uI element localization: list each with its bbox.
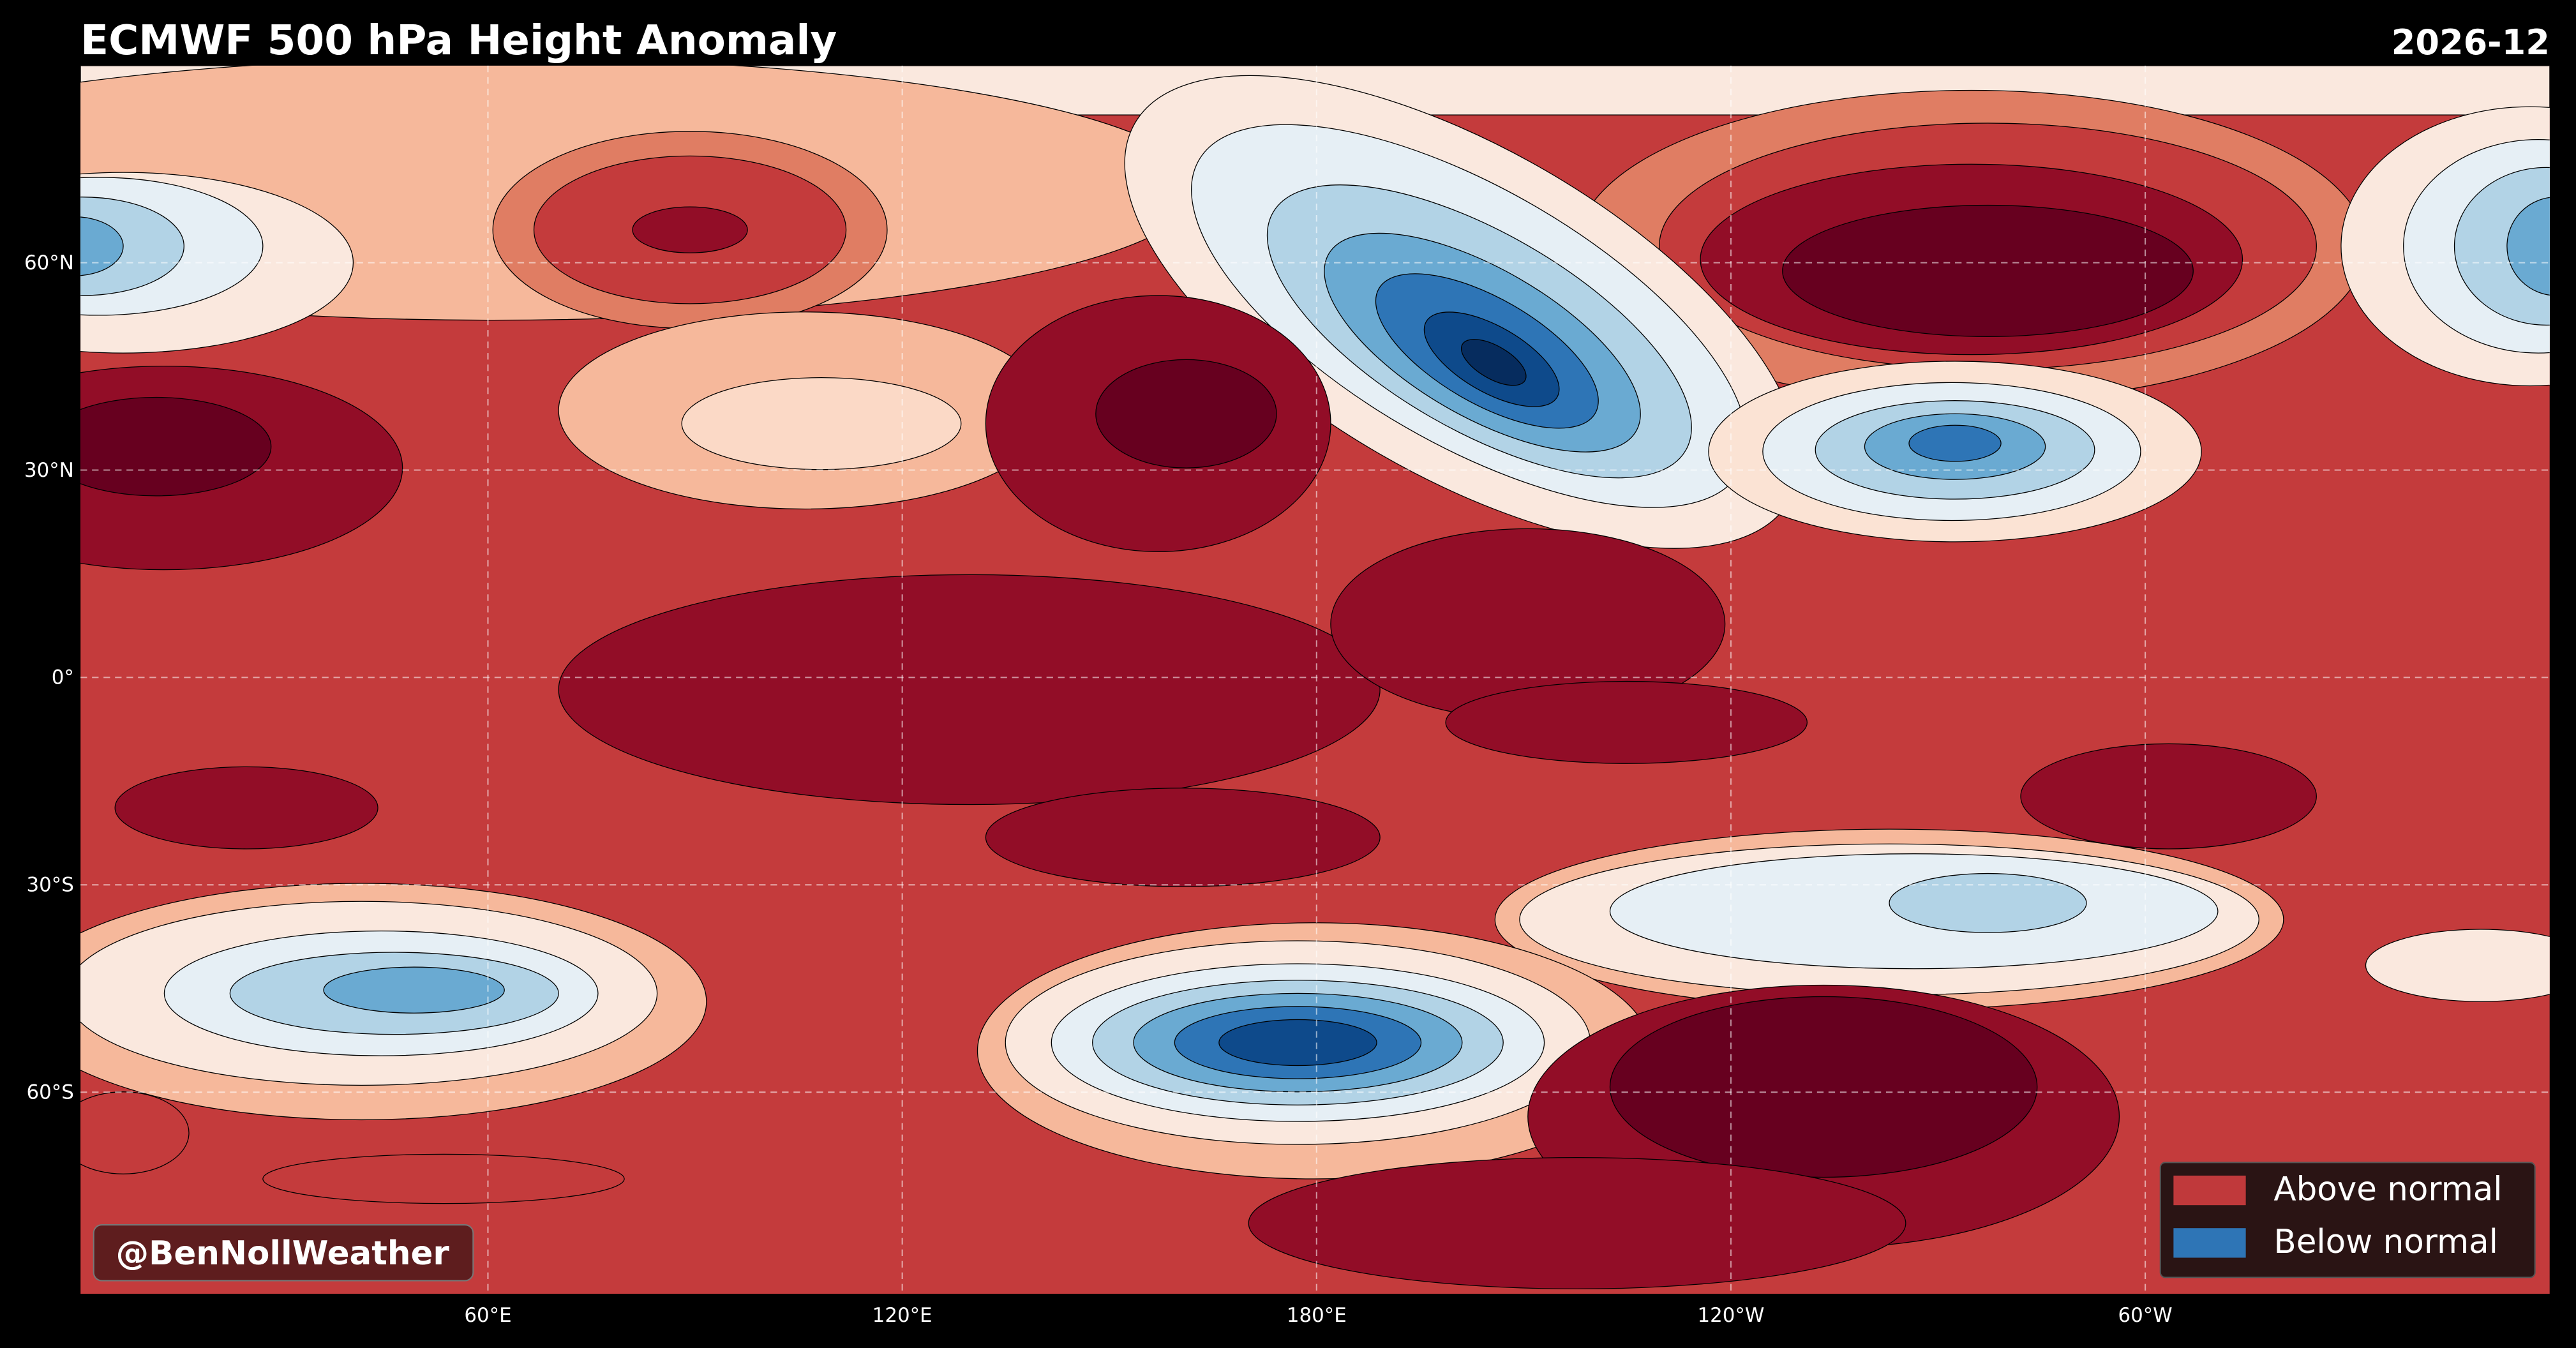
contour	[80, 1091, 190, 1174]
lat-label: 60°S	[27, 1081, 74, 1104]
contour	[985, 788, 1381, 887]
contour	[632, 206, 748, 253]
contour	[80, 197, 184, 296]
contour	[1889, 872, 2087, 933]
contour	[681, 377, 962, 470]
contour	[2365, 929, 2550, 1002]
contour	[80, 216, 124, 276]
graticule	[80, 65, 2550, 1294]
contour	[80, 396, 272, 497]
lon-label: 120°E	[872, 1304, 932, 1327]
legend-swatch	[2173, 1175, 2246, 1206]
legend-swatch	[2173, 1228, 2246, 1258]
contour	[1908, 424, 2002, 462]
legend: Above normal Below normal	[2159, 1162, 2536, 1278]
contour	[558, 574, 1381, 805]
legend-label: Below normal	[2273, 1223, 2498, 1261]
contour	[323, 966, 505, 1014]
lon-label: 180°E	[1287, 1304, 1347, 1327]
watermark-box	[93, 1224, 474, 1282]
lat-label: 30°S	[27, 874, 74, 897]
lat-label: 0°	[52, 666, 74, 689]
contour	[1218, 1019, 1377, 1067]
contour	[2453, 167, 2550, 326]
date: 2026-12	[2392, 22, 2550, 63]
legend-box	[2159, 1162, 2536, 1278]
lon-label: 120°W	[1698, 1304, 1765, 1327]
contour	[2020, 743, 2317, 850]
legend-label: Above normal	[2273, 1170, 2502, 1208]
low-north-pacific	[1124, 75, 1801, 549]
contour	[114, 766, 378, 850]
lat-label: 60°N	[24, 251, 74, 274]
contour	[262, 1153, 625, 1204]
title: ECMWF 500 hPa Height Anomaly	[80, 17, 837, 64]
watermark: @BenNollWeather	[116, 1234, 450, 1273]
contour	[1782, 204, 2194, 337]
contour	[2506, 197, 2550, 296]
anomaly-field	[80, 65, 2550, 1294]
lat-label: 30°N	[24, 459, 74, 482]
contour	[1609, 996, 2038, 1178]
contour	[1460, 339, 1527, 386]
contour	[1445, 680, 1808, 764]
lon-label: 60°E	[464, 1304, 511, 1327]
contour	[1248, 1157, 1906, 1290]
lon-label: 60°W	[2118, 1304, 2172, 1327]
contour	[1095, 359, 1277, 468]
